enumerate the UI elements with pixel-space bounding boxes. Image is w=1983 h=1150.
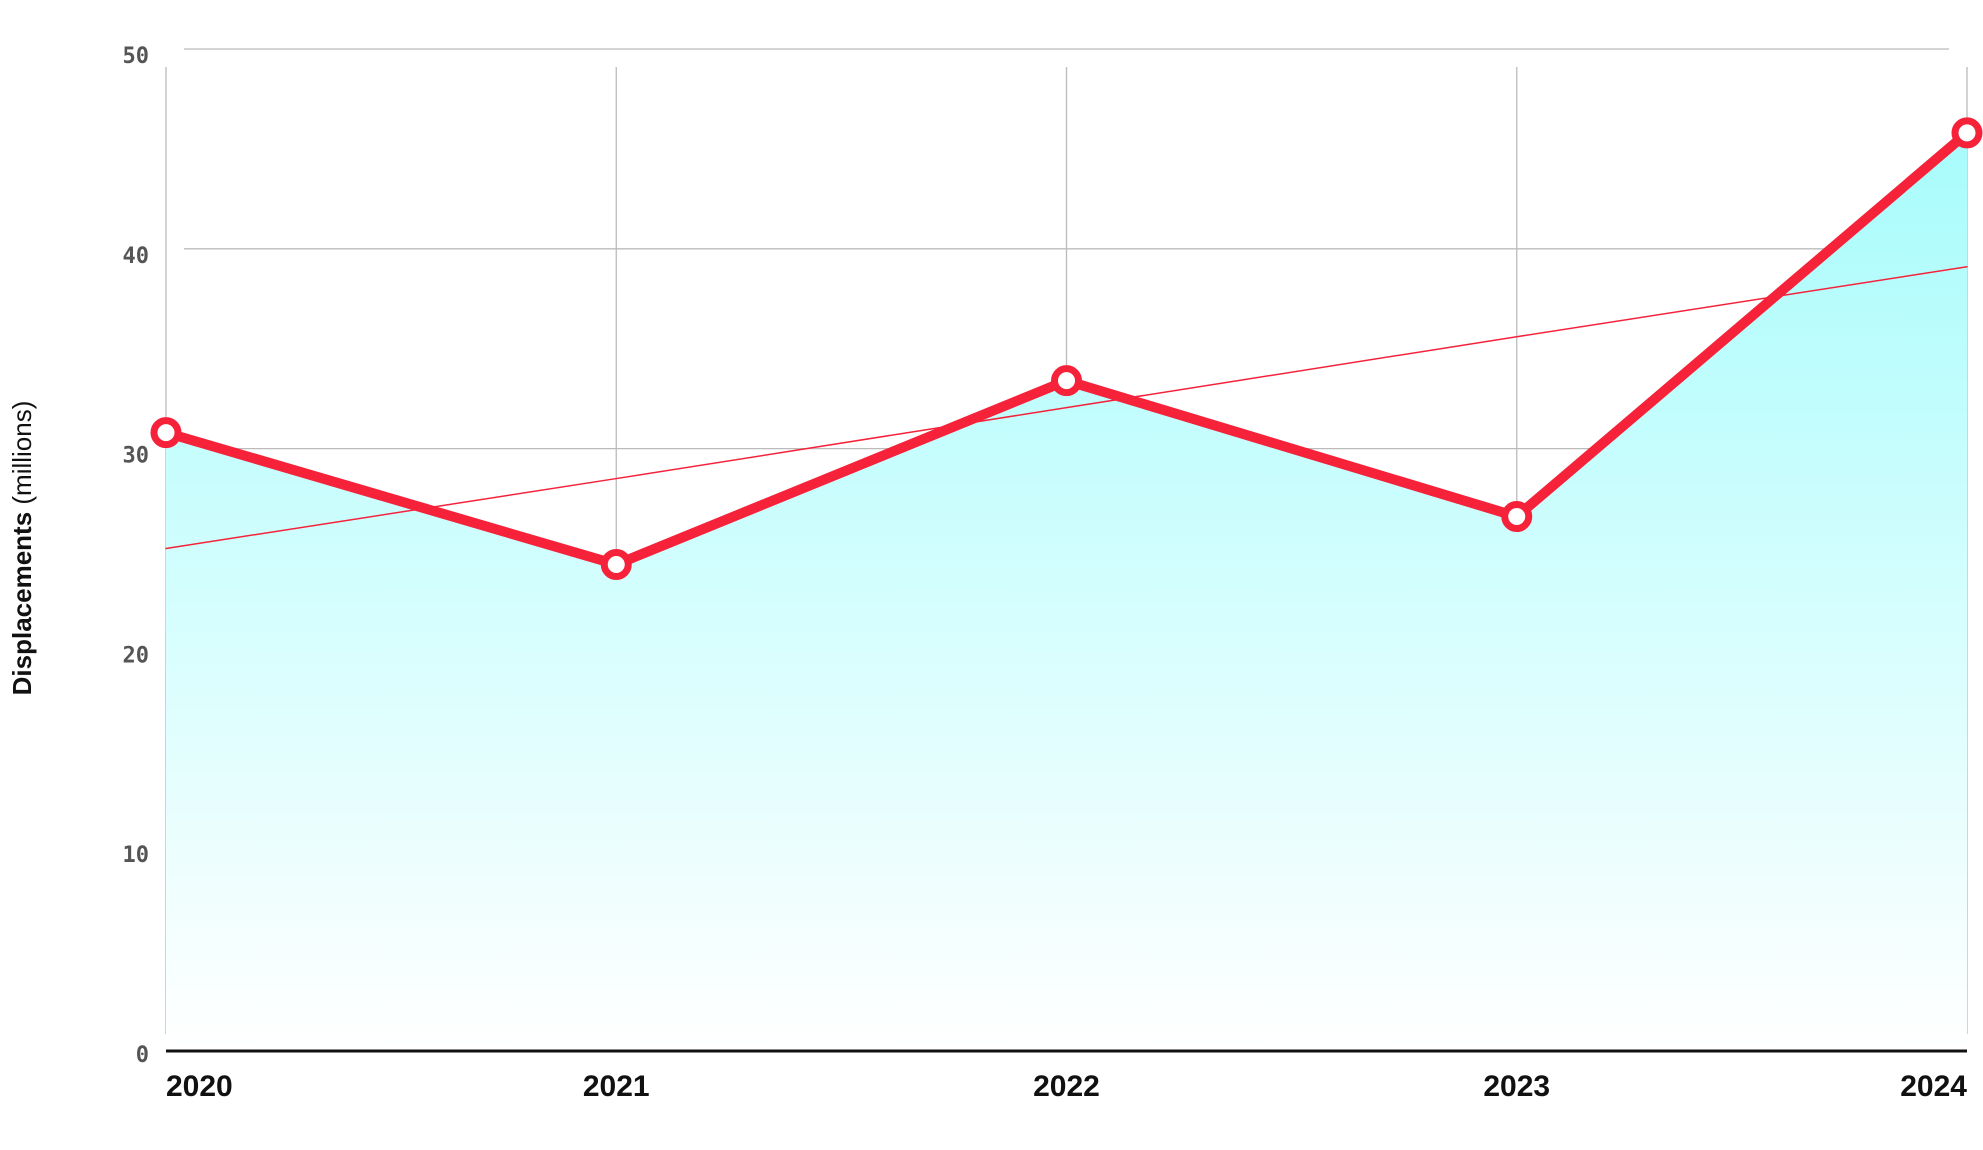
point	[150, 417, 182, 449]
y-tick-label: 0	[136, 1043, 149, 1068]
point	[1951, 117, 1983, 149]
point	[1051, 365, 1082, 397]
y-tick-label: 40	[123, 244, 150, 269]
x-tick-label: 2023	[1483, 1070, 1550, 1103]
x-tick-label: 2022	[1033, 1070, 1100, 1103]
plot	[150, 117, 1983, 1053]
x-tick-label: 2024	[1900, 1070, 1967, 1103]
y-tick-label: 30	[123, 444, 150, 469]
y-axis-label: Displacements (millions)	[7, 401, 37, 696]
y-axis-unit: (millions)	[7, 401, 37, 505]
line	[165, 266, 1968, 550]
y-axis-title: Displacements	[7, 512, 37, 696]
labels: 0 10 20 30 40 50 2020 2021 2022 2023 2024	[123, 44, 1968, 1103]
y-tick-label: 50	[123, 44, 150, 69]
y-tick-label: 10	[123, 843, 150, 868]
x-tick-label: 2020	[166, 1070, 233, 1103]
x-tick-label: 2021	[583, 1070, 650, 1103]
y-tick-label: 20	[123, 643, 150, 668]
point	[600, 548, 632, 580]
point	[1501, 501, 1533, 533]
area	[166, 132, 1967, 1048]
